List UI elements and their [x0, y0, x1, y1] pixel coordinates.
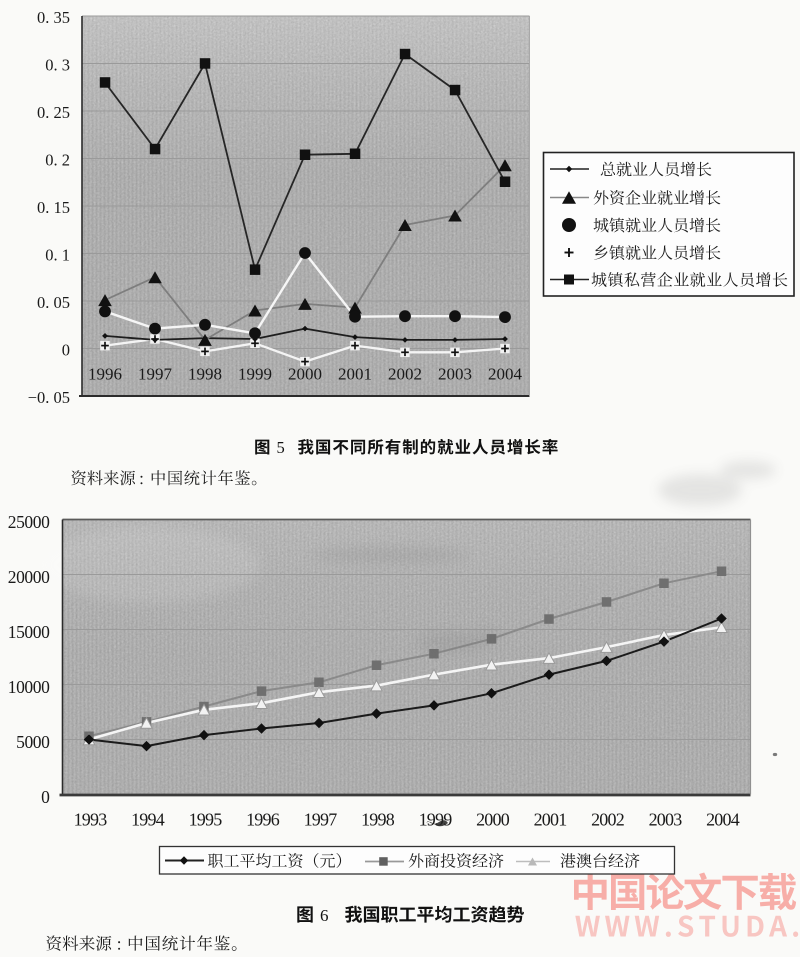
svg-text:0: 0: [41, 787, 50, 807]
svg-text:1998: 1998: [188, 365, 222, 384]
svg-text:2003: 2003: [649, 810, 683, 830]
svg-text:1996: 1996: [88, 365, 122, 384]
svg-text:10000: 10000: [8, 677, 50, 697]
svg-text:0. 35: 0. 35: [37, 8, 70, 27]
svg-text:1999: 1999: [238, 365, 272, 384]
svg-text:1998: 1998: [361, 810, 395, 830]
svg-text:0. 15: 0. 15: [37, 198, 70, 217]
svg-text:1996: 1996: [246, 810, 280, 830]
svg-text:1997: 1997: [304, 810, 338, 830]
svg-text:1997: 1997: [138, 365, 173, 384]
svg-text:1999: 1999: [419, 810, 453, 830]
svg-text:2000: 2000: [476, 810, 510, 830]
svg-text:1993: 1993: [74, 810, 108, 830]
svg-text:25000: 25000: [8, 512, 50, 532]
svg-text:0. 1: 0. 1: [45, 246, 70, 265]
svg-text:−0. 05: −0. 05: [28, 388, 70, 407]
svg-text:2001: 2001: [338, 365, 372, 384]
svg-text:2002: 2002: [388, 365, 422, 384]
svg-text:15000: 15000: [8, 622, 50, 642]
svg-text:6: 6: [320, 906, 329, 925]
svg-text:2003: 2003: [438, 365, 472, 384]
svg-text:2002: 2002: [591, 810, 624, 830]
svg-text:2000: 2000: [288, 365, 322, 384]
svg-text:2001: 2001: [534, 810, 567, 830]
svg-text:2004: 2004: [706, 810, 740, 830]
svg-text:0. 05: 0. 05: [37, 293, 70, 312]
svg-text:1995: 1995: [189, 810, 223, 830]
svg-text:5: 5: [277, 438, 285, 457]
svg-text:0. 2: 0. 2: [45, 151, 70, 170]
svg-text:0: 0: [62, 341, 70, 360]
svg-text:1994: 1994: [131, 810, 165, 830]
svg-text:0. 25: 0. 25: [37, 103, 70, 122]
svg-text:5000: 5000: [16, 732, 50, 752]
svg-text:20000: 20000: [8, 567, 50, 587]
svg-text:0. 3: 0. 3: [45, 56, 70, 75]
svg-text:2004: 2004: [488, 365, 523, 384]
